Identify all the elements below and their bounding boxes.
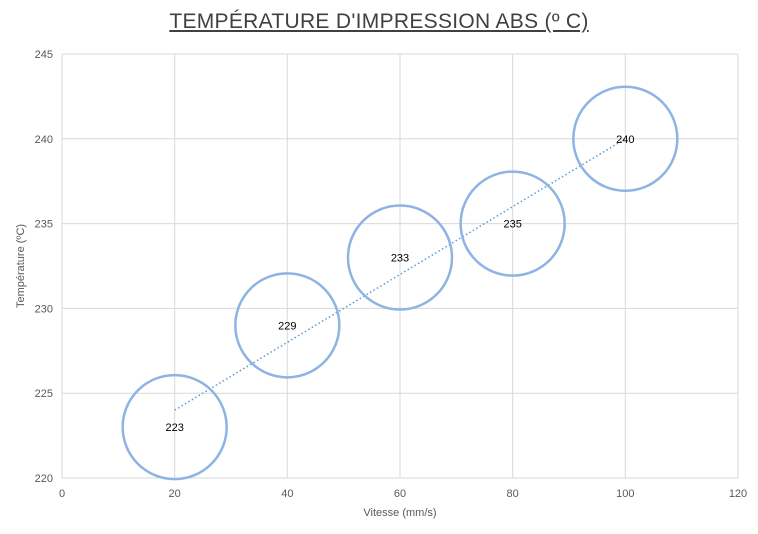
x-tick-label: 20 <box>169 488 181 500</box>
x-axis-label: Vitesse (mm/s) <box>363 507 436 519</box>
data-point <box>572 85 679 193</box>
y-tick-label: 240 <box>35 134 53 146</box>
data-point <box>121 373 228 481</box>
data-point <box>234 272 341 379</box>
x-tick-label: 40 <box>281 488 293 500</box>
y-tick-label: 245 <box>35 49 53 61</box>
data-label: 240 <box>616 134 634 146</box>
y-tick-label: 235 <box>35 219 53 231</box>
x-tick-label: 80 <box>507 488 519 500</box>
data-point <box>346 204 454 311</box>
data-label: 233 <box>391 253 409 265</box>
data-point <box>459 170 566 277</box>
data-label: 229 <box>278 320 296 332</box>
data-label: 223 <box>165 422 183 434</box>
x-tick-label: 60 <box>394 488 406 500</box>
chart-title: TEMPÉRATURE D'IMPRESSION ABS (º C) <box>169 10 589 33</box>
y-axis-label: Température (ºC) <box>15 224 27 308</box>
x-tick-label: 100 <box>616 488 634 500</box>
y-tick-label: 220 <box>35 473 53 485</box>
data-label: 235 <box>503 219 521 231</box>
x-tick-label: 0 <box>59 488 65 500</box>
y-tick-label: 230 <box>35 303 53 315</box>
x-tick-label: 120 <box>729 488 747 500</box>
y-tick-label: 225 <box>35 388 53 400</box>
